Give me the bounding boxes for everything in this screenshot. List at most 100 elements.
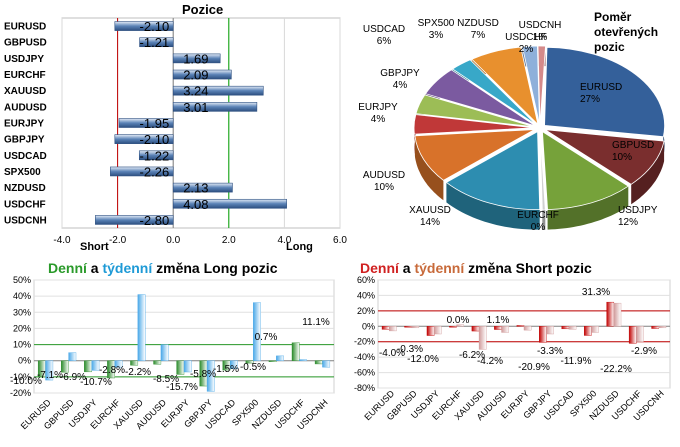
long-title-part-3: týdenní [102,260,153,276]
data-label: 31.3% [582,287,610,298]
value-label: -2.26 [140,164,170,179]
category-label: EURCHF [4,70,46,81]
y-tick-label: 40% [13,291,31,301]
long-change-plot: -20%-10%0%10%20%30%40%50%EURUSDGBPUSDUSD… [10,275,335,432]
position-bar [114,21,174,31]
pie-slice-name: USDCAD [363,24,405,35]
data-label: -20.9% [518,362,550,373]
change-bar [322,360,331,368]
short-change-title: Denní a týdenní změna Short pozic [360,260,592,276]
change-bar [501,326,509,333]
pie-slice-name: USDCNH [519,20,562,31]
change-bar [253,302,261,361]
change-bar [107,360,115,379]
pie-slice-side [446,182,540,230]
change-bar [389,326,397,332]
position-bar [138,150,174,161]
data-label: -0.3% [397,344,423,355]
data-label: -3.3% [537,346,563,357]
long-change-title: Denní a týdenní změna Long pozic [48,260,277,276]
pie-slice [471,46,539,126]
change-bar [130,360,139,366]
y-tick-label: -20% [354,337,375,347]
change-bar [268,360,277,362]
pie-slice [424,69,536,127]
y-tick-label: 10% [13,340,31,350]
long-label: Long [286,241,313,253]
position-bar [118,118,174,128]
pie-slice-percent: 4% [393,80,408,91]
category-label: NZDUSD [4,183,46,194]
y-tick-label: 50% [13,275,31,285]
pie-slice-name: EURUSD [580,82,622,93]
pie-slice-name: EURJPY [358,102,398,113]
change-bar [494,326,502,330]
data-label: -12.0% [407,354,439,365]
change-bar [523,326,532,331]
y-tick-label: 0% [362,321,375,331]
value-label: 1.69 [183,51,208,66]
change-bar [45,360,54,381]
category-label: GBPJPY [4,135,45,146]
data-label: 1.1% [487,315,510,326]
change-bar [84,360,92,373]
data-label: 0.7% [255,332,278,343]
pie-slice-percent: 6% [377,36,392,47]
position-bar [110,166,174,177]
short-label: Short [80,241,109,253]
data-label: -1.5% [213,364,239,375]
change-bar [628,326,637,344]
pie-slice-percent: 7% [471,30,486,41]
change-bar [114,360,123,368]
pie-slice-name: NZDUSD [457,18,499,29]
short-change-chart: Denní a týdenní změna Short pozic -80% -6… [340,258,680,447]
change-bar [160,344,169,361]
data-label: -0.5% [240,362,266,373]
pie-slice-percent: 14% [420,217,440,228]
y-tick-label: -60% [354,368,375,378]
pie-slice-name: AUDUSD [363,170,405,181]
category-label: AUDUSD [4,102,47,113]
change-bar [583,326,592,336]
x-tick-label: 4.0 [277,235,291,246]
value-label: -1.21 [140,35,170,50]
short-title-part-3: týdenní [414,260,465,276]
data-label: -2.2% [125,367,151,378]
category-label: USDJPY [4,54,44,65]
position-bar [172,69,232,80]
change-bar [404,326,412,328]
category-label: SPX500 [4,167,41,178]
y-tick-label: 20% [13,323,31,333]
pie-slice [545,129,665,185]
data-label: -6.9% [60,372,86,383]
data-label: -4.2% [477,356,503,367]
pie-slice [413,114,535,135]
value-label: 4.08 [183,197,208,212]
change-bar [546,326,554,335]
y-tick-label: 30% [13,307,31,317]
pie-slice-name: USDJPY [618,205,658,216]
pie-slice [537,45,546,125]
change-bar [176,360,185,375]
pie-slice-side [414,135,444,201]
position-bar [172,182,233,193]
position-bar [172,53,221,64]
value-label: -1.95 [140,116,170,131]
change-bar [568,326,577,330]
x-tick-label: 0.0 [166,235,180,246]
change-bar [636,326,644,342]
short-change-plot: -80%-60%-40%-20%0%20%40%60%EURUSDGBPUSDU… [354,275,671,423]
pie-slice-name: SPX500 [418,18,455,29]
pie-slice [521,45,540,125]
y-tick-label: 0% [18,356,31,366]
y-tick-label: -80% [354,383,375,393]
data-label: -7.1% [37,370,63,381]
data-label: -4.0% [379,348,405,359]
long-title-part-2: a [86,260,103,276]
category-label: EURUSD [4,22,46,33]
y-tick-label: 20% [357,306,375,316]
position-bar [172,102,258,112]
change-bar [291,342,300,361]
change-bar [381,326,390,330]
change-bar [153,360,162,365]
